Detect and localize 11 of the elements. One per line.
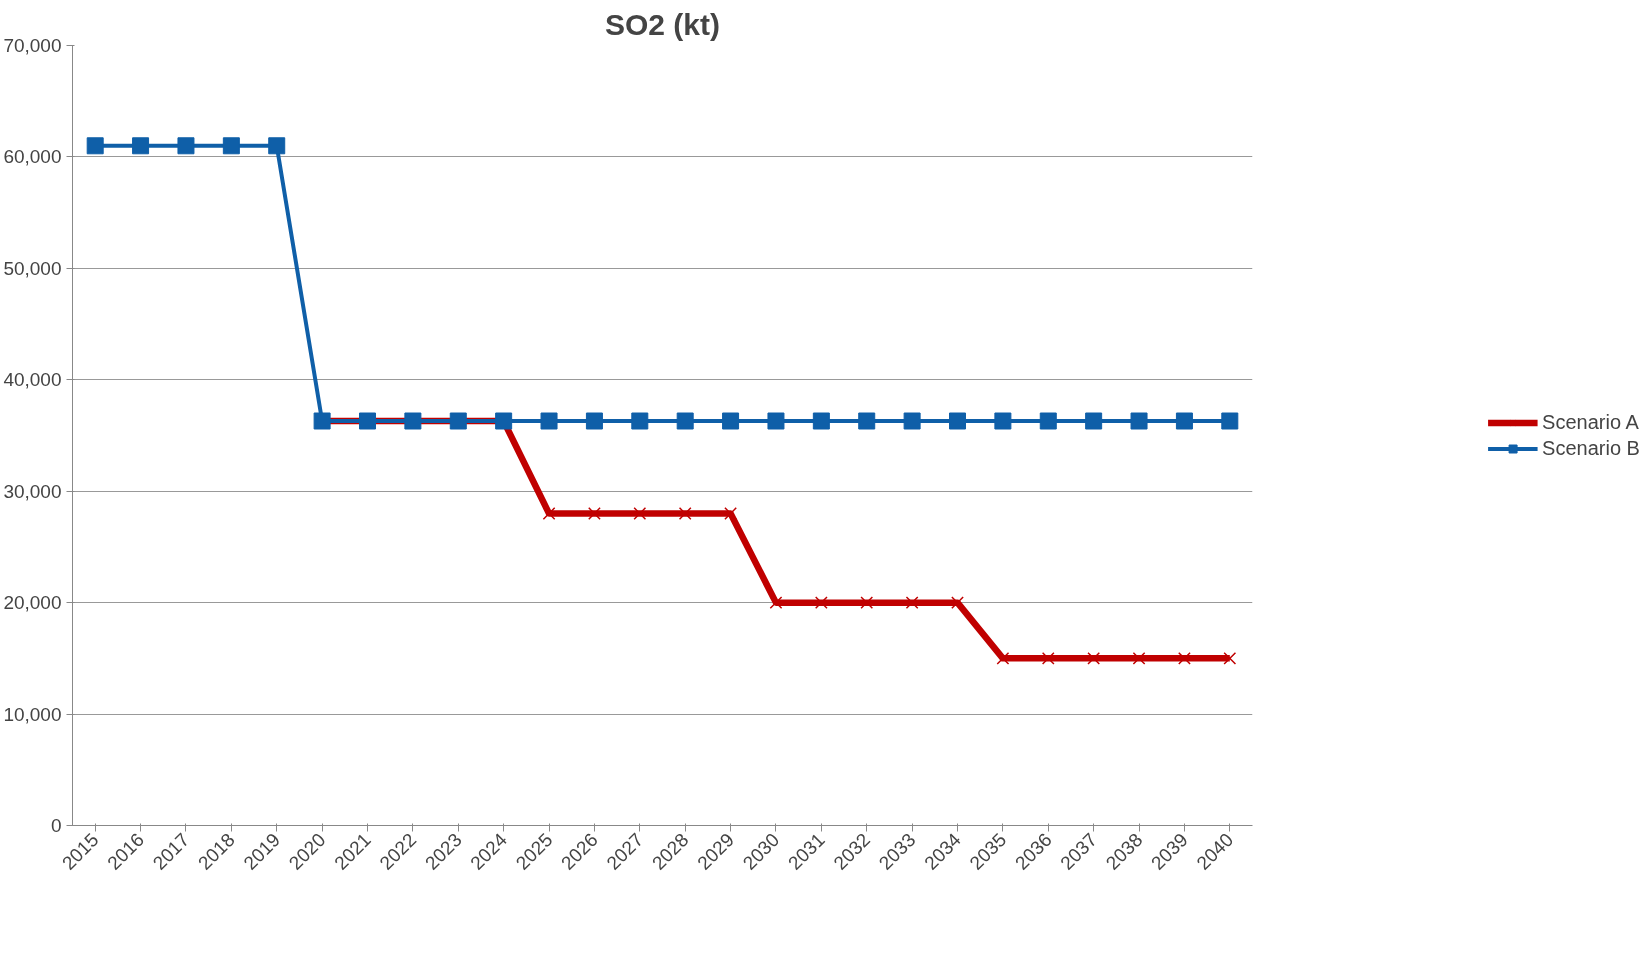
- legend-label: Scenario A: [1542, 410, 1639, 434]
- y-tick-label: 20,000: [3, 592, 62, 614]
- y-tick-label: 50,000: [3, 257, 62, 279]
- legend-label: Scenario B: [1542, 436, 1640, 460]
- y-tick-label: 0: [50, 815, 62, 836]
- y-tick-label: 10,000: [3, 703, 62, 725]
- y-tick-label: 60,000: [3, 146, 62, 168]
- y-tick-label: 70,000: [3, 35, 62, 56]
- chart-title: SO2 (kt): [604, 7, 721, 41]
- y-tick-label: 30,000: [3, 480, 62, 502]
- y-tick-label: 40,000: [3, 369, 62, 391]
